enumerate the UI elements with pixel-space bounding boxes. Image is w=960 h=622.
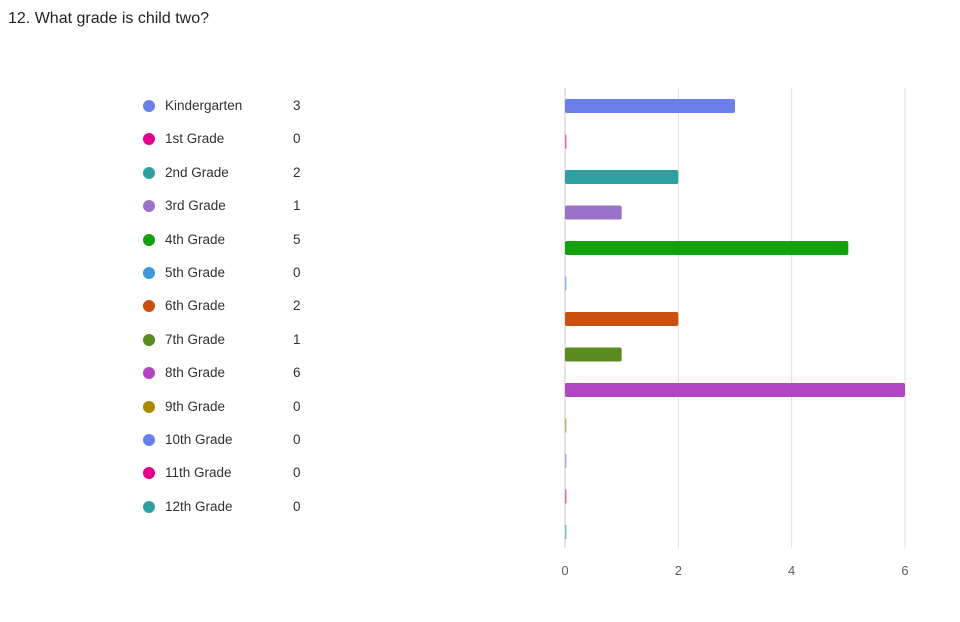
legend-dot <box>143 300 155 313</box>
legend-item: 8th Grade 6 <box>140 363 340 383</box>
legend-count: 1 <box>293 198 301 214</box>
bar <box>565 170 679 184</box>
legend-item: 12th Grade 0 <box>140 497 340 517</box>
x-tick-label: 4 <box>788 563 795 578</box>
bar <box>565 418 567 433</box>
legend-item: 9th Grade 0 <box>140 397 340 417</box>
legend-item: 1st Grade 0 <box>140 129 340 149</box>
legend-count: 0 <box>293 465 301 481</box>
legend-dot <box>143 333 155 346</box>
x-tick-label: 2 <box>675 563 682 578</box>
legend-count: 2 <box>293 164 301 180</box>
legend-count: 0 <box>293 398 301 414</box>
legend-label: 11th Grade <box>165 465 232 481</box>
legend-item: 5th Grade 0 <box>140 263 340 283</box>
legend-count: 3 <box>293 98 301 113</box>
bar <box>565 454 567 468</box>
legend-label: 9th Grade <box>165 398 226 414</box>
legend-count: 5 <box>293 231 301 247</box>
bar <box>565 99 735 113</box>
legend-dot <box>143 400 155 413</box>
legend-label: 3rd Grade <box>165 198 226 214</box>
legend-dot <box>143 200 155 213</box>
legend-dot <box>143 133 155 146</box>
legend-item: 3rd Grade 1 <box>140 196 340 216</box>
legend-item: 6th Grade 2 <box>140 296 340 316</box>
bar <box>565 489 567 504</box>
legend-label: Kindergarten <box>165 98 243 113</box>
legend-label: 2nd Grade <box>165 164 229 180</box>
legend-dot <box>143 434 155 446</box>
legend-label: 12th Grade <box>165 498 233 514</box>
legend-label: 8th Grade <box>165 365 226 381</box>
legend-count: 0 <box>293 432 301 447</box>
legend-count: 0 <box>293 498 301 514</box>
legend-count: 1 <box>293 331 301 347</box>
legend-count: 0 <box>293 265 301 280</box>
bar <box>565 347 622 362</box>
legend-item: 7th Grade 1 <box>140 330 340 350</box>
legend-item: Kindergarten 3 <box>140 96 340 116</box>
bars <box>565 99 905 539</box>
legend-count: 2 <box>293 298 301 314</box>
legend-item: 10th Grade 0 <box>140 430 340 450</box>
x-tick-label: 0 <box>561 563 568 578</box>
x-tick-label: 6 <box>901 563 908 578</box>
legend-dot <box>143 367 155 380</box>
legend-item: 4th Grade 5 <box>140 230 340 250</box>
legend-label: 4th Grade <box>165 231 226 247</box>
bar <box>565 525 567 539</box>
legend-label: 5th Grade <box>165 265 226 280</box>
x-axis-ticks: 0 2 4 6 <box>561 563 908 578</box>
legend-dot <box>143 267 155 279</box>
legend-label: 1st Grade <box>165 131 225 147</box>
legend-item: 11th Grade 0 <box>140 463 340 483</box>
question-title: 12. What grade is child two? <box>8 10 209 27</box>
bar <box>565 276 567 291</box>
bar <box>565 205 622 220</box>
legend-count: 6 <box>293 365 301 381</box>
legend-label: 7th Grade <box>165 331 226 347</box>
legend-dot <box>143 233 155 246</box>
bar <box>565 383 905 397</box>
legend-dot <box>143 500 155 513</box>
legend-label: 6th Grade <box>165 298 226 314</box>
legend: Kindergarten 3 1st Grade 0 2nd Grade 2 3rd Gra… <box>140 0 340 622</box>
legend-dot <box>143 100 155 112</box>
bar <box>565 312 679 326</box>
bar <box>565 134 567 149</box>
legend-dot <box>143 467 155 480</box>
legend-item: 2nd Grade 2 <box>140 163 340 183</box>
bar <box>565 241 849 255</box>
legend-dot <box>143 166 155 179</box>
legend-count: 0 <box>293 131 301 147</box>
legend-label: 10th Grade <box>165 432 233 447</box>
